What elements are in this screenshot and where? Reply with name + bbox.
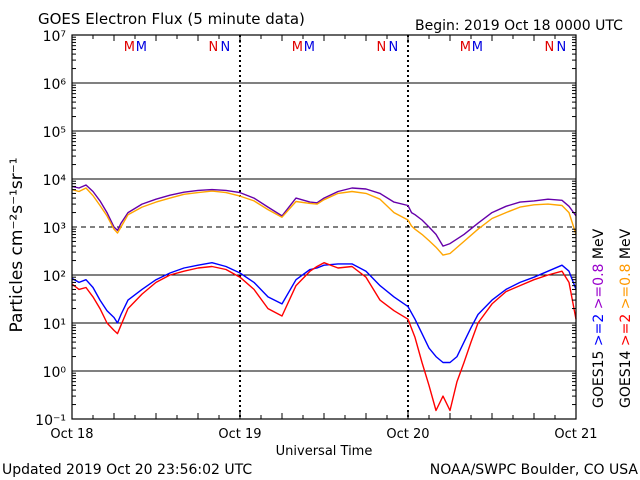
y-tick-label: 10⁷ xyxy=(43,29,66,45)
legend-item: >=2 xyxy=(618,314,634,351)
marker-m-goes14: M xyxy=(292,40,303,55)
grid-layer xyxy=(72,35,576,419)
legend-column-1: GOES15 >=2 >=0.8 MeV xyxy=(591,228,607,408)
begin-time-label: Begin: 2019 Oct 18 0000 UTC xyxy=(415,18,623,34)
chart-title: GOES Electron Flux (5 minute data) xyxy=(38,10,305,28)
marker-m-goes14: M xyxy=(460,40,471,55)
marker-n-goes14: N xyxy=(545,40,555,55)
y-tick-label: 10⁻¹ xyxy=(35,413,66,429)
legend-item: MeV xyxy=(591,228,607,263)
y-axis-title: Particles cm⁻²s⁻¹sr⁻¹ xyxy=(7,157,27,332)
x-axis-title: Universal Time xyxy=(276,444,373,459)
legend-item: GOES14 xyxy=(618,350,634,408)
marker-m-goes15: M xyxy=(136,40,147,55)
marker-n-goes14: N xyxy=(209,40,219,55)
legend-item: >=0.8 xyxy=(591,264,607,314)
legend-item: GOES15 xyxy=(591,351,607,408)
x-tick-label: Oct 18 xyxy=(50,427,93,442)
footer-credit: NOAA/SWPC Boulder, CO USA xyxy=(430,462,639,478)
y-tick-label: 10⁴ xyxy=(43,173,67,189)
legend-item: >=0.8 xyxy=(618,264,634,314)
x-tick-label: Oct 20 xyxy=(386,427,429,442)
y-tick-label: 10¹ xyxy=(43,317,66,333)
footer-updated: Updated 2019 Oct 20 23:56:02 UTC xyxy=(2,462,252,478)
legend-item: >=2 xyxy=(591,314,607,351)
marker-n-goes14: N xyxy=(377,40,387,55)
series-line-3 xyxy=(71,262,577,364)
y-tick-label: 10⁰ xyxy=(43,365,67,381)
marker-n-goes15: N xyxy=(557,40,567,55)
legend-column-2: GOES14 >=2 >=0.8 MeV xyxy=(618,228,634,408)
series-line-1 xyxy=(71,184,577,247)
y-tick-label: 10⁶ xyxy=(43,77,67,93)
marker-n-goes15: N xyxy=(389,40,399,55)
marker-m-goes15: M xyxy=(472,40,483,55)
series-line-2 xyxy=(71,187,577,256)
marker-m-goes15: M xyxy=(304,40,315,55)
series-line-4 xyxy=(71,262,577,412)
legend-item: MeV xyxy=(618,228,634,263)
marker-n-goes15: N xyxy=(221,40,231,55)
y-tick-label: 10⁵ xyxy=(43,125,66,141)
y-tick-label: 10² xyxy=(43,269,66,285)
y-tick-label: 10³ xyxy=(43,221,66,237)
marker-m-goes14: M xyxy=(124,40,135,55)
series-layer xyxy=(71,184,577,412)
x-tick-label: Oct 19 xyxy=(218,427,261,442)
x-tick-label: Oct 21 xyxy=(554,427,597,442)
